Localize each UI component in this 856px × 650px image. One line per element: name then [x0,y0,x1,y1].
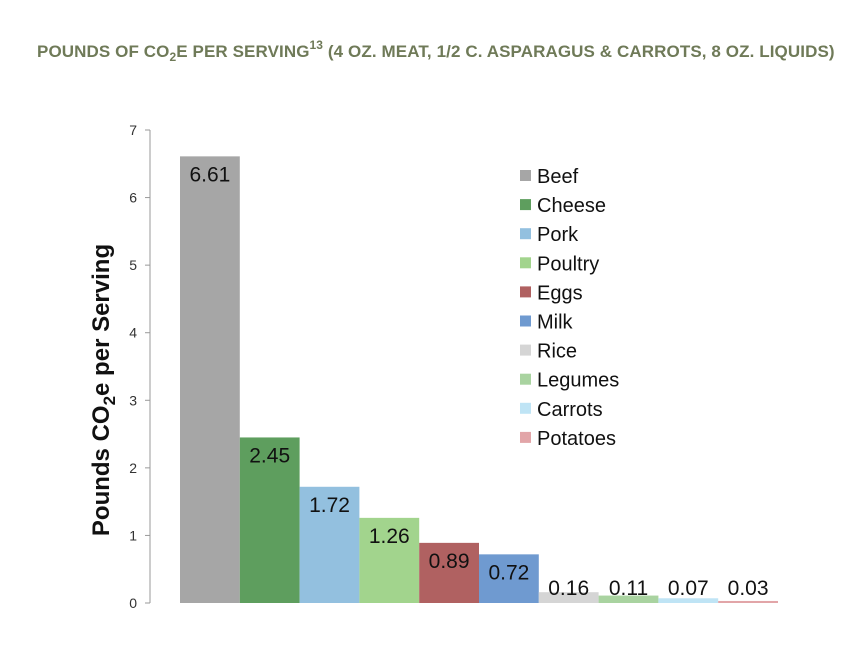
legend-label-milk: Milk [537,312,574,334]
legend-label-carrots: Carrots [537,399,603,421]
bar-potatoes [718,600,778,603]
data-label-poultry: 1.26 [369,525,410,548]
legend-label-poultry: Poultry [537,253,599,275]
legend-label-eggs: Eggs [537,282,583,304]
legend-swatch-rice [520,344,531,356]
y-tick-label: 5 [129,257,137,273]
bar-beef [180,156,240,604]
bar-carrots [658,598,719,603]
legend-swatch-eggs [520,286,531,298]
legend: Beef Cheese Pork Poultry Eggs Milk Rice Legumes… [520,166,619,450]
bar-pork [299,486,360,603]
bar-cheese [239,437,300,603]
y-tick-label: 0 [129,595,137,611]
data-label-carrots: 0.07 [668,577,709,600]
data-label-legumes: 0.11 [609,577,648,600]
legend-swatch-pork [520,228,531,240]
legend-swatch-milk [520,315,531,327]
y-axis-title: Pounds CO2e per Serving [88,244,119,536]
data-label-eggs: 0.89 [429,550,470,573]
legend-label-beef: Beef [537,166,579,188]
bar-rice [538,592,599,603]
y-axis: 0 1 2 3 4 5 6 7 [129,122,151,611]
legend-swatch-potatoes [520,431,531,443]
chart-title: POUNDS OF CO2E PER SERVING13 (4 OZ. MEAT… [37,38,835,64]
data-label-pork: 1.72 [309,494,350,517]
data-label-cheese: 2.45 [249,444,290,467]
legend-swatch-poultry [520,257,531,269]
legend-swatch-legumes [520,373,531,385]
legend-label-cheese: Cheese [537,195,606,217]
data-label-potatoes: 0.03 [728,577,769,600]
data-label-milk: 0.72 [488,561,529,584]
legend-swatch-beef [520,170,531,181]
y-tick-label: 4 [129,325,137,341]
legend-swatch-cheese [520,199,531,211]
data-label-rice: 0.16 [548,577,589,600]
y-tick-label: 2 [129,460,137,476]
bar-legumes [598,595,659,603]
y-tick-label: 6 [129,190,137,206]
legend-swatch-carrots [520,402,531,414]
legend-label-potatoes: Potatoes [537,428,616,450]
y-tick-label: 3 [129,392,137,408]
legend-label-rice: Rice [537,341,577,363]
bars [180,156,778,604]
bar-poultry [359,517,420,603]
data-label-beef: 6.61 [189,163,230,186]
bar-eggs [419,542,479,603]
legend-label-pork: Pork [537,224,579,246]
data-labels: 6.61 2.45 1.72 1.26 0.89 0.72 0.16 0.11 0.07 0.03 [189,163,768,600]
bar-milk [479,554,539,603]
y-tick-label: 1 [129,527,137,543]
y-tick-label: 7 [129,122,137,138]
legend-label-legumes: Legumes [537,370,619,392]
